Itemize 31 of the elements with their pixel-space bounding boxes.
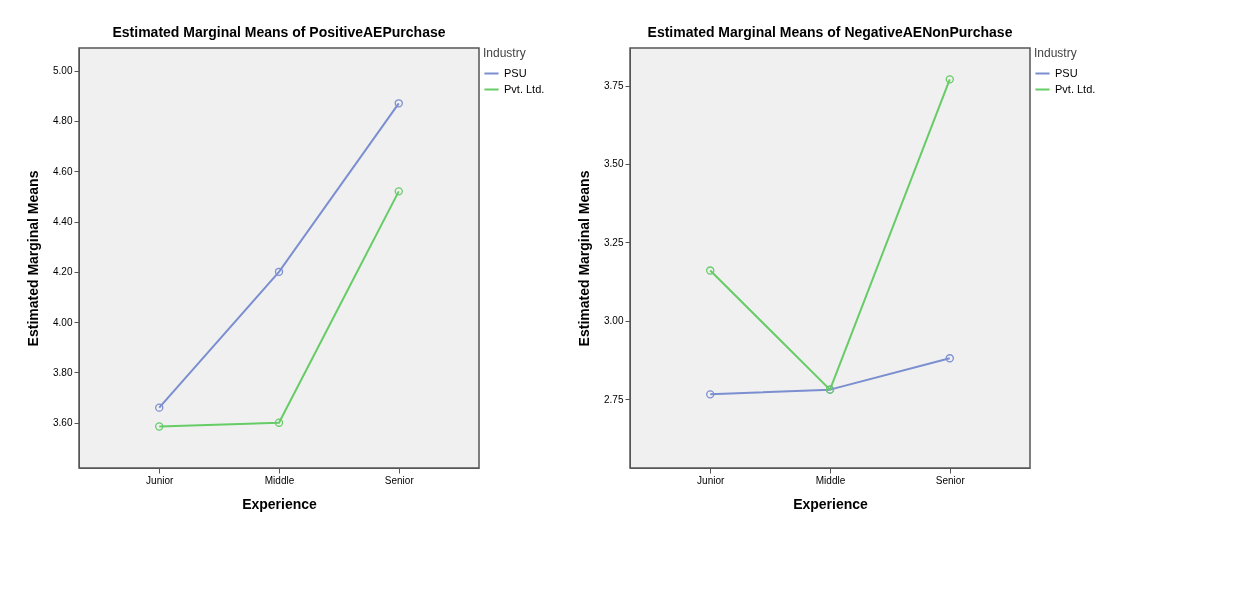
y-tick-label: 5.00 [53, 65, 73, 77]
legend-label: Pvt. Ltd. [504, 82, 545, 95]
chart-title: Estimated Marginal Means of PositiveAEPurchase [112, 24, 446, 40]
legend-label: PSU [1055, 66, 1078, 79]
x-axis-title: Experience [242, 495, 318, 512]
x-tick-label: Senior [384, 474, 415, 486]
y-tick-label: 4.40 [53, 216, 73, 228]
x-axis-title: Experience [793, 495, 869, 512]
y-tick-label: 3.60 [53, 417, 73, 429]
y-tick-label: 3.80 [53, 366, 73, 378]
y-tick-label: 4.60 [53, 165, 73, 177]
x-tick-label: Middle [815, 474, 846, 486]
y-tick-label: 4.20 [53, 266, 73, 278]
x-tick-label: Senior [935, 474, 966, 486]
y-tick-label: 3.50 [604, 158, 624, 170]
y-tick-label: 2.75 [604, 393, 624, 405]
y-tick-label: 3.00 [604, 315, 624, 327]
x-tick-label: Junior [697, 474, 726, 486]
x-tick-label: Middle [264, 474, 295, 486]
y-tick-label: 3.25 [604, 236, 624, 248]
y-axis-title: Estimated Marginal Means [576, 170, 593, 347]
legend-label: PSU [504, 66, 527, 79]
legend-title: Industry [1034, 46, 1077, 60]
y-tick-label: 3.75 [604, 80, 624, 92]
y-axis-title: Estimated Marginal Means [25, 170, 42, 347]
legend-title: Industry [483, 46, 526, 60]
y-tick-label: 4.80 [53, 115, 73, 127]
chart-title: Estimated Marginal Means of NegativeAENonPurchase [647, 24, 1013, 40]
legend-label: Pvt. Ltd. [1055, 82, 1096, 95]
y-tick-label: 4.00 [53, 316, 73, 328]
x-tick-label: Junior [146, 474, 175, 486]
